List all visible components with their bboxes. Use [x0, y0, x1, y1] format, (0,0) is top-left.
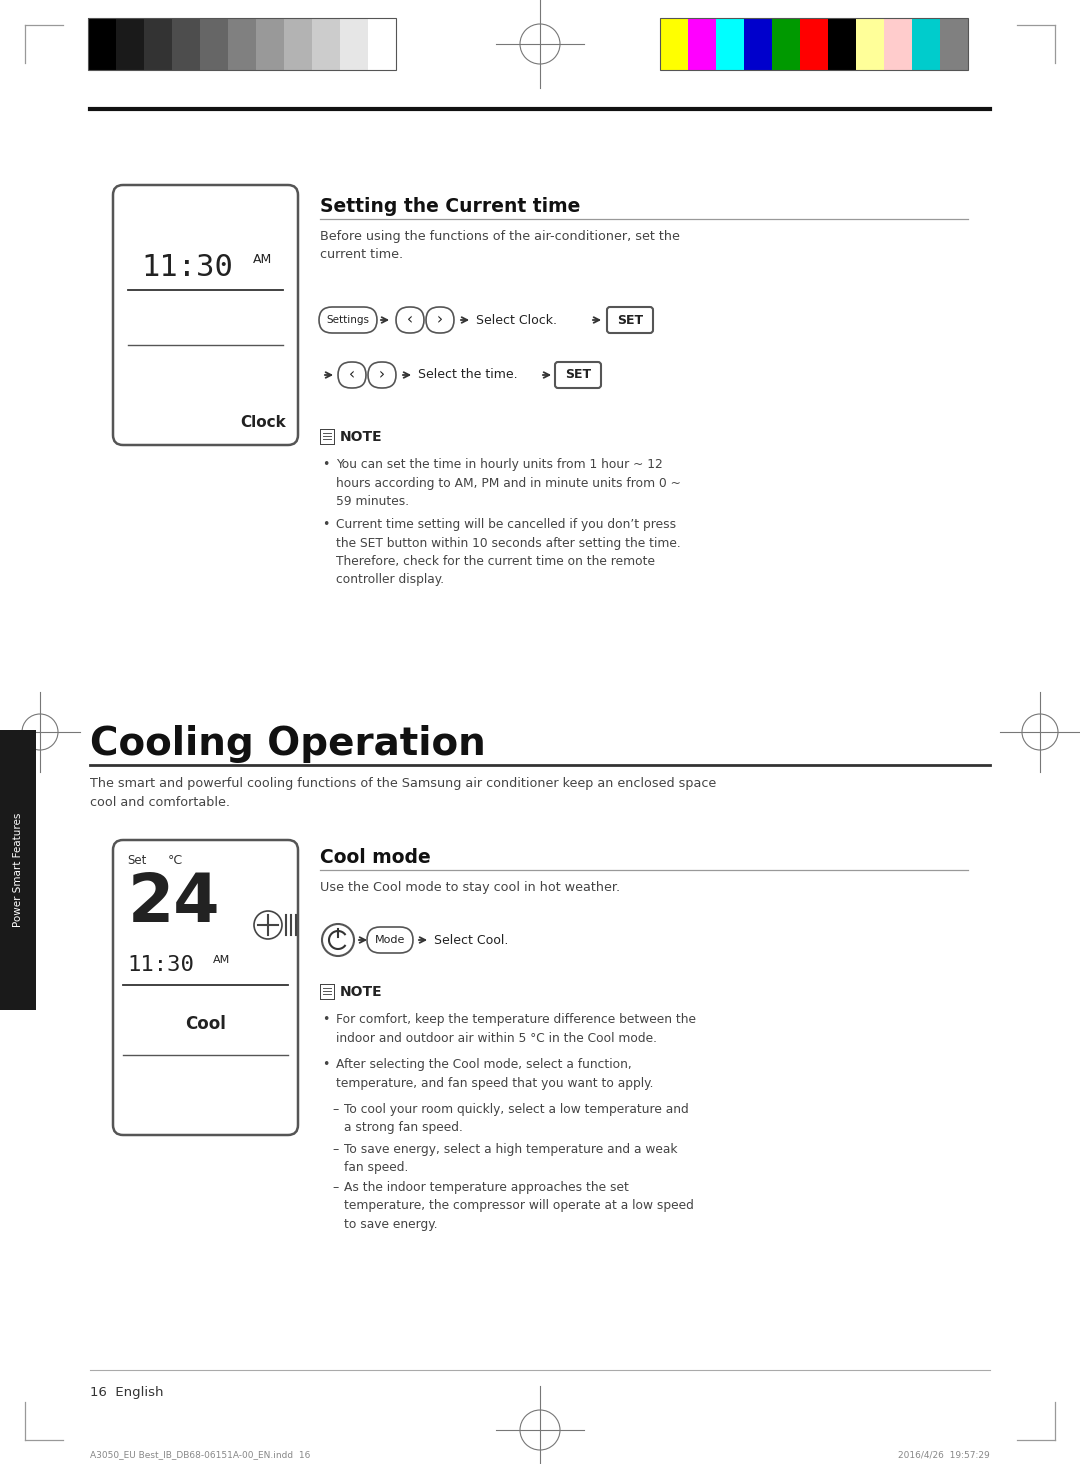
Text: AM: AM	[213, 955, 230, 965]
FancyBboxPatch shape	[367, 927, 413, 953]
Bar	[688, 18, 716, 70]
Bar	[321, 985, 334, 998]
FancyBboxPatch shape	[555, 362, 600, 388]
Text: A3050_EU Best_IB_DB68-06151A-00_EN.indd  16: A3050_EU Best_IB_DB68-06151A-00_EN.indd …	[90, 1449, 310, 1460]
Text: NOTE: NOTE	[340, 985, 382, 998]
Text: Set: Set	[127, 854, 147, 867]
FancyBboxPatch shape	[113, 184, 298, 445]
Bar	[828, 18, 856, 70]
Text: –: –	[332, 1181, 338, 1195]
Text: 11:30: 11:30	[141, 253, 233, 283]
Bar	[320, 429, 335, 445]
FancyBboxPatch shape	[319, 307, 377, 332]
Bar	[856, 18, 885, 70]
Text: Cool: Cool	[185, 1015, 226, 1034]
Text: Select Clock.: Select Clock.	[476, 313, 557, 326]
Text: Select Cool.: Select Cool.	[434, 934, 509, 947]
FancyBboxPatch shape	[338, 362, 366, 388]
Bar	[716, 18, 744, 70]
Text: ›: ›	[379, 367, 384, 382]
Text: Use the Cool mode to stay cool in hot weather.: Use the Cool mode to stay cool in hot we…	[320, 881, 620, 895]
Bar	[116, 18, 144, 70]
Text: The smart and powerful cooling functions of the Samsung air conditioner keep an : The smart and powerful cooling functions…	[90, 777, 716, 808]
Bar	[885, 18, 912, 70]
Bar	[772, 18, 800, 70]
FancyBboxPatch shape	[607, 307, 653, 332]
Text: •: •	[322, 458, 329, 471]
Bar	[744, 18, 772, 70]
Text: °C: °C	[168, 854, 184, 867]
Text: 24: 24	[129, 870, 220, 935]
Bar	[312, 18, 340, 70]
Text: 16  English: 16 English	[90, 1386, 163, 1400]
Text: –: –	[332, 1143, 338, 1157]
Bar	[87, 18, 116, 70]
Text: Current time setting will be cancelled if you don’t press
the SET button within : Current time setting will be cancelled i…	[336, 518, 680, 587]
Circle shape	[254, 911, 282, 938]
Text: After selecting the Cool mode, select a function,
temperature, and fan speed tha: After selecting the Cool mode, select a …	[336, 1058, 653, 1089]
Bar	[321, 430, 334, 444]
Bar	[660, 18, 968, 70]
Text: •: •	[322, 1058, 329, 1072]
Text: Mode: Mode	[375, 935, 405, 944]
Text: AM: AM	[253, 253, 272, 266]
Circle shape	[322, 924, 354, 956]
Text: 2016/4/26  19:57:29: 2016/4/26 19:57:29	[899, 1449, 990, 1460]
Text: Cooling Operation: Cooling Operation	[90, 725, 486, 763]
Bar	[200, 18, 228, 70]
Bar	[912, 18, 940, 70]
Text: Clock: Clock	[240, 414, 286, 430]
Text: 11:30: 11:30	[127, 955, 194, 975]
Text: Before using the functions of the air-conditioner, set the
current time.: Before using the functions of the air-co…	[320, 230, 680, 261]
Bar	[368, 18, 396, 70]
Text: •: •	[322, 1013, 329, 1026]
Bar	[256, 18, 284, 70]
Text: For comfort, keep the temperature difference between the
indoor and outdoor air : For comfort, keep the temperature differ…	[336, 1013, 696, 1044]
Text: NOTE: NOTE	[340, 430, 382, 444]
Bar	[320, 984, 335, 1000]
Text: SET: SET	[565, 369, 591, 382]
Text: ›: ›	[437, 312, 443, 328]
Text: Settings: Settings	[326, 315, 369, 325]
Bar	[172, 18, 200, 70]
FancyBboxPatch shape	[368, 362, 396, 388]
Text: Power Smart Features: Power Smart Features	[13, 813, 23, 927]
Text: ‹: ‹	[349, 367, 355, 382]
Text: SET: SET	[617, 313, 643, 326]
Bar	[87, 18, 396, 70]
FancyBboxPatch shape	[113, 840, 298, 1135]
Text: –: –	[332, 1102, 338, 1116]
Bar	[940, 18, 968, 70]
Bar	[144, 18, 172, 70]
Text: As the indoor temperature approaches the set
temperature, the compressor will op: As the indoor temperature approaches the…	[345, 1181, 693, 1231]
Bar	[228, 18, 256, 70]
Text: To save energy, select a high temperature and a weak
fan speed.: To save energy, select a high temperatur…	[345, 1143, 677, 1174]
Text: Cool mode: Cool mode	[320, 848, 431, 867]
Text: Setting the Current time: Setting the Current time	[320, 198, 580, 217]
Bar	[284, 18, 312, 70]
Text: •: •	[322, 518, 329, 531]
Bar	[0, 731, 36, 1010]
Bar	[340, 18, 368, 70]
Text: To cool your room quickly, select a low temperature and
a strong fan speed.: To cool your room quickly, select a low …	[345, 1102, 689, 1135]
Text: You can set the time in hourly units from 1 hour ~ 12
hours according to AM, PM : You can set the time in hourly units fro…	[336, 458, 680, 508]
FancyBboxPatch shape	[396, 307, 424, 332]
FancyBboxPatch shape	[426, 307, 454, 332]
Text: ‹: ‹	[407, 312, 413, 328]
Bar	[800, 18, 828, 70]
Text: Select the time.: Select the time.	[418, 369, 517, 382]
Bar	[660, 18, 688, 70]
